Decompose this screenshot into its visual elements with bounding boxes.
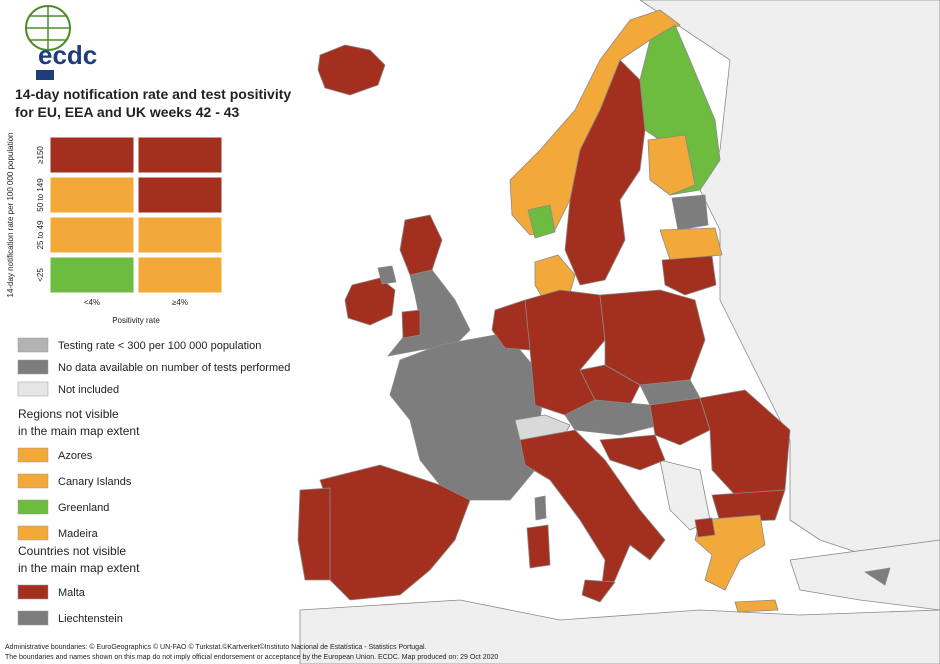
matrix-cell [49, 176, 135, 214]
matrix-cell [137, 256, 223, 294]
legend-swatch [17, 473, 49, 489]
legend-label: Testing rate < 300 per 100 000 populatio… [58, 340, 261, 352]
legend-label: Greenland [58, 502, 109, 514]
matrix-cell [137, 136, 223, 174]
title: 14-day notification rate and test positi… [15, 86, 291, 102]
eu-flag [36, 70, 54, 80]
legend-label: Madeira [58, 528, 99, 540]
legend-label: Malta [58, 587, 86, 599]
section-heading: in the main map extent [18, 561, 140, 575]
africa [299, 599, 940, 664]
legend-swatch [17, 337, 49, 353]
turkey [789, 539, 940, 611]
y-axis-label: 14-day notification rate per 100 000 pop… [6, 132, 15, 297]
matrix-cell [137, 176, 223, 214]
italy [519, 429, 666, 601]
lithuania [661, 255, 717, 296]
title: for EU, EEA and UK weeks 42 - 43 [15, 104, 240, 120]
legend-swatch [17, 610, 49, 626]
finland-south [647, 134, 696, 196]
cyprus [864, 567, 891, 586]
bulgaria [711, 489, 786, 523]
matrix: ≥150 50 to 149 25 to 49 <25 <4% ≥4% [36, 136, 223, 307]
latvia [659, 227, 723, 261]
footer: The boundaries and names shown on this m… [5, 654, 498, 661]
row-label: 25 to 49 [36, 220, 45, 249]
legend-swatch [17, 525, 49, 541]
legend-swatch [17, 381, 49, 397]
northern-ireland [377, 265, 397, 285]
norway-south [527, 204, 556, 239]
croatia [599, 434, 666, 471]
legend-label: Azores [58, 450, 93, 462]
row-label: 50 to 149 [36, 178, 45, 212]
logo: ecdc [25, 5, 97, 80]
legend: Testing rate < 300 per 100 000 populatio… [17, 337, 290, 626]
row-label: ≥150 [36, 146, 45, 164]
portugal [297, 487, 331, 581]
legend-swatch [17, 584, 49, 600]
hungary [649, 397, 711, 446]
sicily [581, 579, 616, 603]
wales [401, 309, 421, 339]
section-heading: in the main map extent [18, 424, 140, 438]
crete [734, 599, 779, 613]
map [297, 0, 940, 664]
estonia [671, 194, 709, 231]
row-label: <25 [36, 268, 45, 282]
section-heading: Regions not visible [18, 407, 119, 421]
matrix-cell [49, 216, 135, 254]
x-axis-label: Positivity rate [112, 316, 160, 325]
footer: Administrative boundaries: © EuroGeograp… [5, 643, 427, 651]
column-label: <4% [84, 298, 100, 307]
corsica [534, 495, 547, 521]
matrix-cell [49, 256, 135, 294]
legend-label: No data available on number of tests per… [58, 362, 290, 374]
iceland [317, 44, 386, 96]
matrix-cell [49, 136, 135, 174]
legend-swatch [17, 447, 49, 463]
logo-text: ecdc [38, 40, 97, 70]
legend-swatch [17, 359, 49, 375]
legend-label: Not included [58, 384, 119, 396]
legend-swatch [17, 499, 49, 515]
finland [639, 24, 721, 196]
north-macedonia [694, 517, 716, 538]
section-heading: Countries not visible [18, 544, 126, 558]
czechia [579, 364, 641, 406]
sardinia [526, 524, 551, 569]
legend-label: Liechtenstein [58, 613, 123, 625]
matrix-cell [137, 216, 223, 254]
logo-grid [26, 6, 70, 50]
legend-label: Canary Islands [58, 476, 132, 488]
column-label: ≥4% [172, 298, 188, 307]
sweden [564, 59, 646, 286]
